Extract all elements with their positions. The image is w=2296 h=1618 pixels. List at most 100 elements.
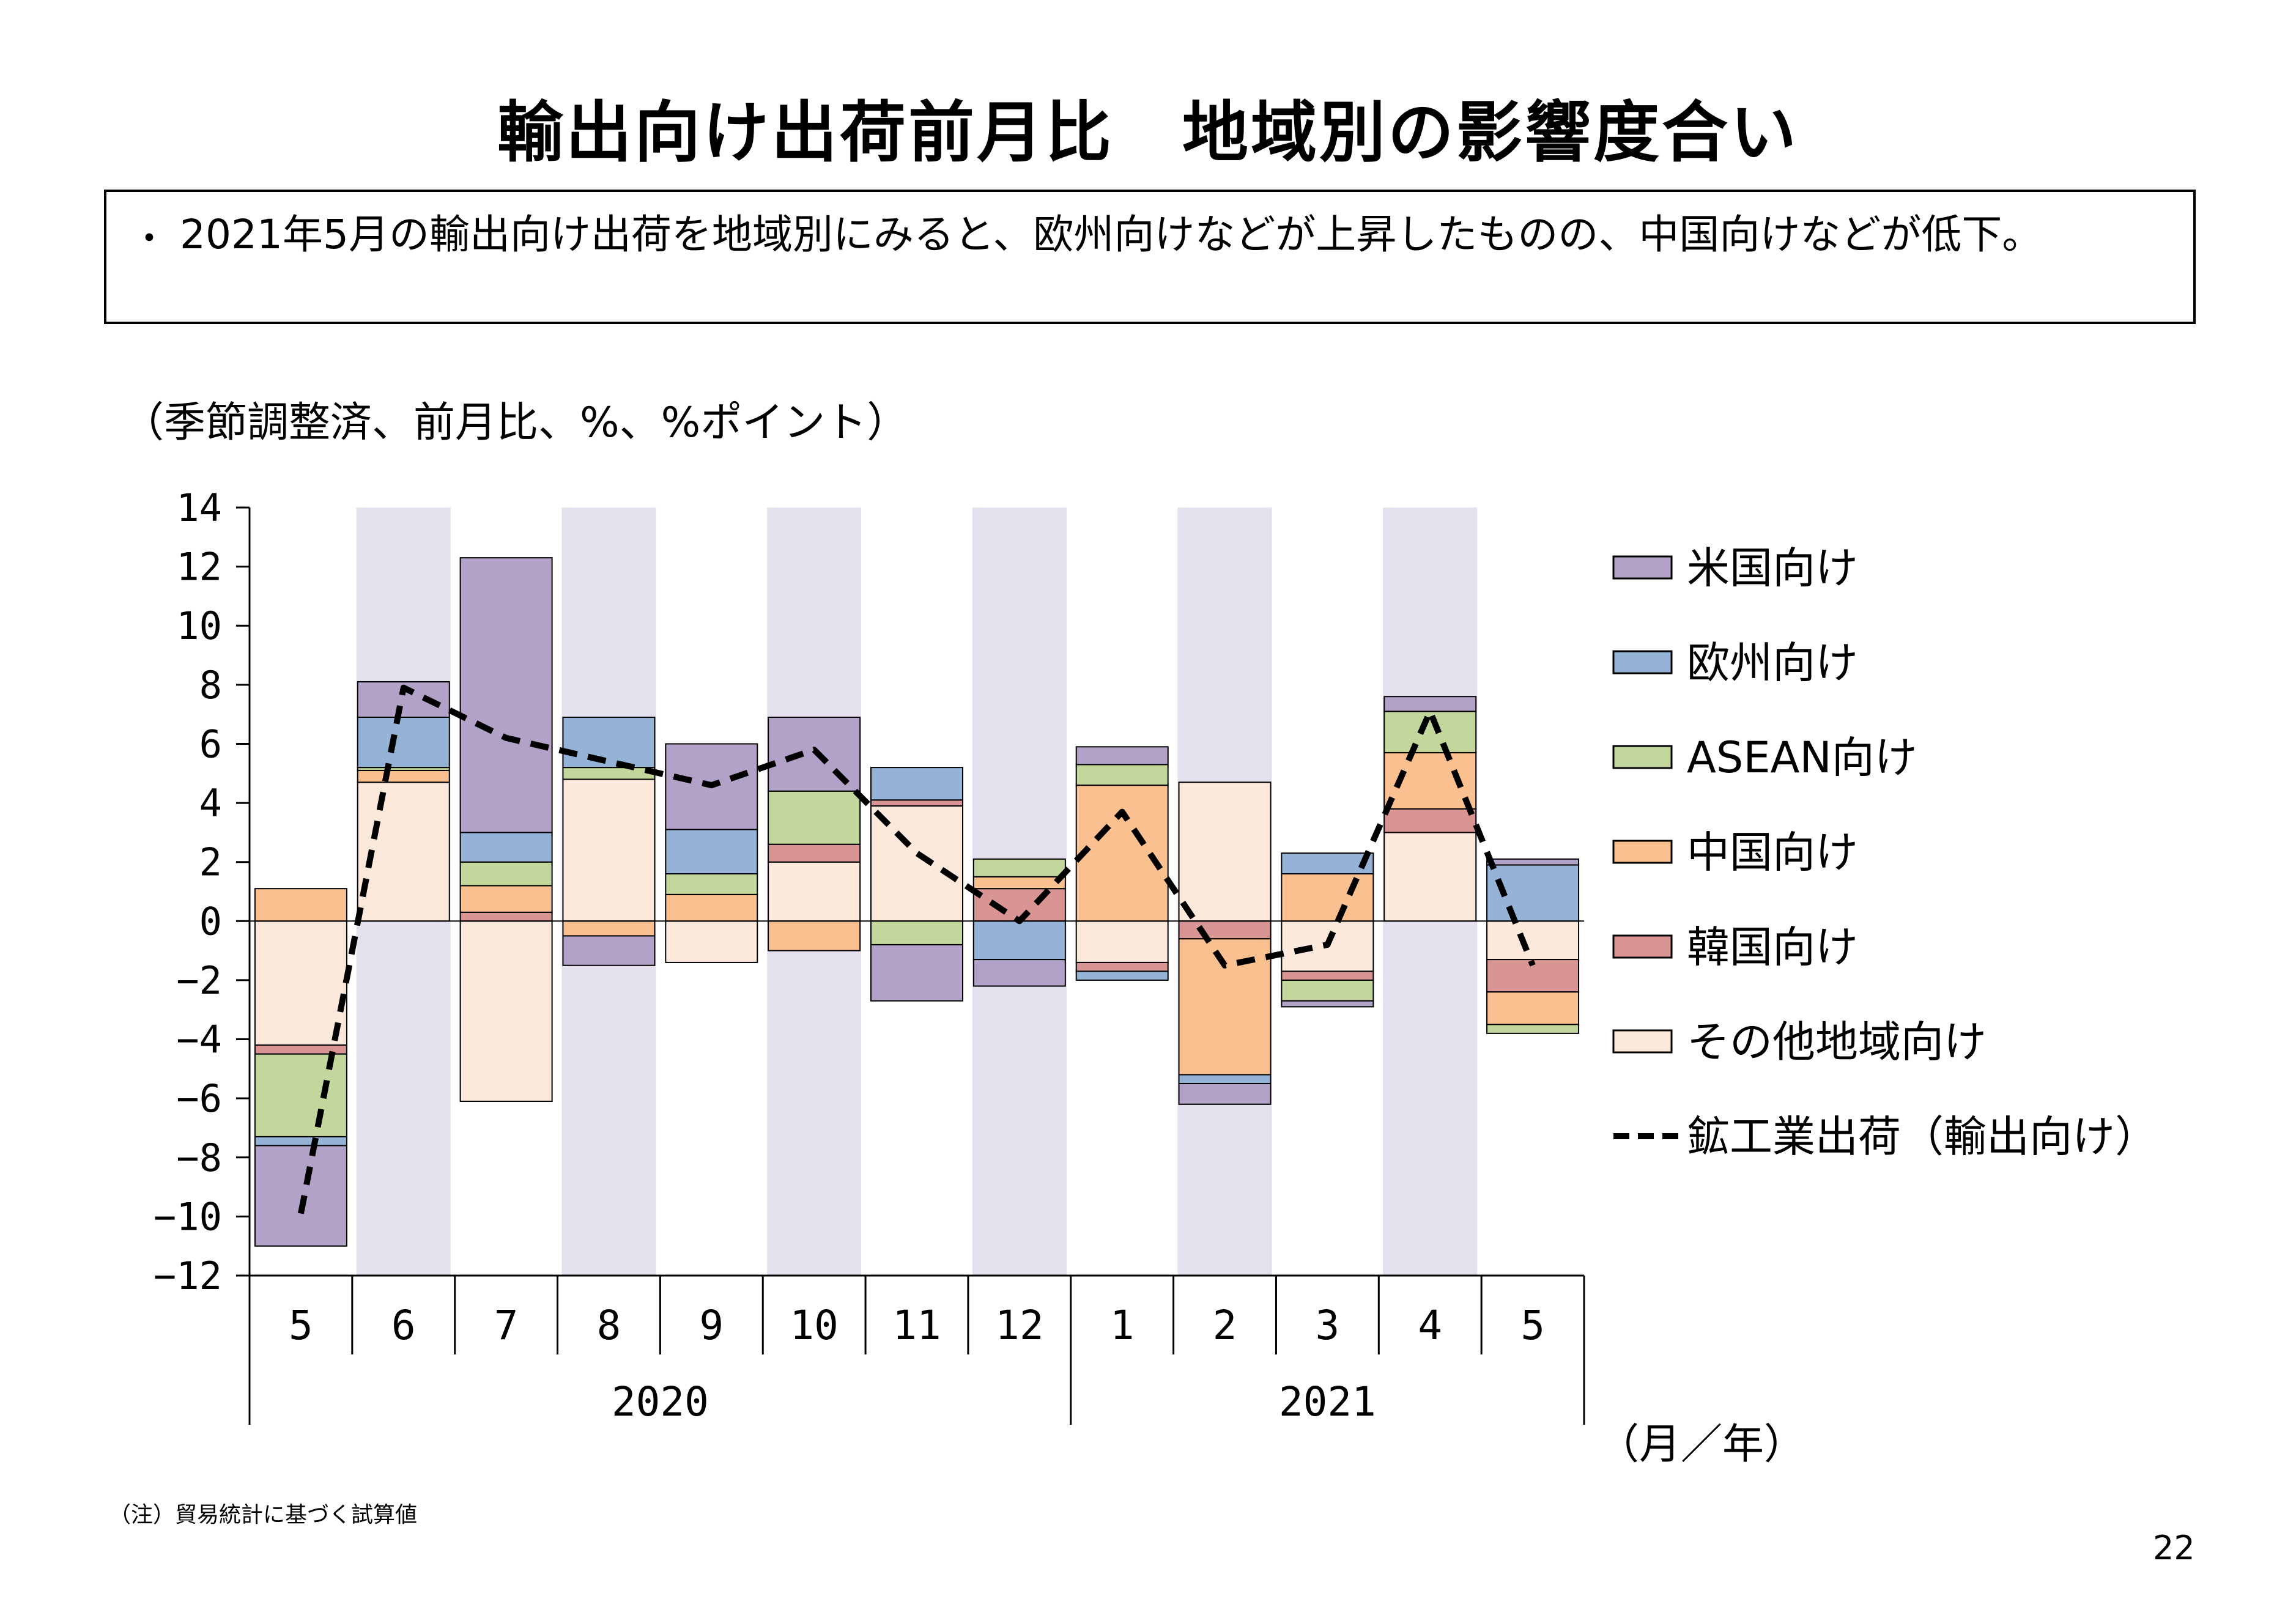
year-label: 2021 <box>1279 1378 1376 1425</box>
x-tick-label: 11 <box>892 1302 941 1349</box>
legend-label: 中国向け <box>1687 827 1858 877</box>
bar-segment <box>665 893 758 922</box>
x-tick-label: 7 <box>494 1302 519 1349</box>
bar-segment <box>562 935 656 966</box>
bar-segment <box>870 920 963 945</box>
bar-segment <box>768 920 861 951</box>
legend-label: 韓国向け <box>1687 922 1858 972</box>
bar-segment <box>459 861 553 887</box>
bar-segment <box>562 778 656 922</box>
bar-segment <box>1075 970 1169 981</box>
legend-swatch <box>1612 650 1673 674</box>
bar-segment <box>870 944 963 1002</box>
year-label: 2020 <box>612 1378 709 1425</box>
x-tick-label: 1 <box>1110 1302 1135 1349</box>
bar-segment <box>665 829 758 875</box>
x-tick-label: 2 <box>1213 1302 1237 1349</box>
y-tick-label: 2 <box>199 840 222 885</box>
y-tick-label: −12 <box>154 1254 222 1298</box>
y-tick-label: −8 <box>176 1136 222 1180</box>
bar-segment <box>459 885 553 913</box>
bar-segment <box>459 911 553 922</box>
bar-segment <box>870 799 963 807</box>
y-tick-label: 8 <box>199 663 222 707</box>
legend-swatch <box>1612 934 1673 959</box>
bar-segment <box>768 843 861 863</box>
bar-segment <box>562 767 656 780</box>
bar-segment <box>1075 920 1169 963</box>
page-title: 輸出向け出荷前月比 地域別の影響度合い <box>497 95 1799 171</box>
bar-segment <box>1281 1000 1374 1008</box>
bar-segment <box>1281 852 1374 875</box>
bar-segment <box>972 876 1066 890</box>
bar-segment <box>459 557 553 833</box>
summary-text: 2021年5月の輸出向け出荷を地域別にみると、欧州向けなどが上昇したものの、中国… <box>180 211 2043 258</box>
x-tick-label: 9 <box>699 1302 724 1349</box>
summary-bullet: ・ <box>131 218 168 260</box>
bar-segment <box>254 1136 347 1147</box>
bar-segment <box>972 858 1066 877</box>
legend-label: 鉱工業出荷（輸出向け） <box>1687 1112 2158 1162</box>
bar-segment <box>768 861 861 922</box>
bar-segment <box>870 767 963 801</box>
y-tick-label: −4 <box>176 1018 222 1062</box>
bar-segment <box>972 920 1066 961</box>
legend-label: ASEAN向け <box>1687 733 1917 783</box>
y-tick-label: 10 <box>176 604 222 648</box>
y-tick-label: 6 <box>199 722 222 766</box>
bar-segment <box>1075 746 1169 766</box>
bar-segment <box>972 959 1066 987</box>
bar-segment <box>1486 920 1580 961</box>
bar-segment <box>459 920 553 1102</box>
y-tick-label: 14 <box>176 486 222 530</box>
bar-segment <box>254 888 347 922</box>
x-axis-unit: （月／年） <box>1598 1420 1805 1469</box>
y-tick-label: −6 <box>176 1076 222 1121</box>
bar-segment <box>254 1053 347 1137</box>
page-number: 22 <box>2153 1529 2195 1567</box>
bar-segment <box>665 873 758 895</box>
bar-segment <box>1178 781 1272 922</box>
bar-segment <box>1075 961 1169 972</box>
summary-box: ・ 2021年5月の輸出向け出荷を地域別にみると、欧州向けなどが上昇したものの、… <box>104 190 2196 324</box>
x-tick-label: 12 <box>995 1302 1043 1349</box>
x-tick-label: 3 <box>1316 1302 1340 1349</box>
y-tick-label: −10 <box>154 1194 222 1239</box>
y-tick-label: −2 <box>176 958 222 1003</box>
bar-segment <box>1178 1074 1272 1084</box>
unit-note: （季節調整済、前月比、%、%ポイント） <box>122 399 909 447</box>
legend-swatch <box>1612 840 1673 864</box>
bar-segment <box>1486 991 1580 1025</box>
bar-segment <box>972 888 1066 922</box>
bar-segment <box>1281 979 1374 1002</box>
x-tick-label: 5 <box>1520 1302 1545 1349</box>
bar-segment <box>562 920 656 937</box>
legend-label: 欧州向け <box>1687 638 1858 688</box>
bar-segment <box>1075 764 1169 786</box>
bar-segment <box>1178 938 1272 1076</box>
y-tick-label: 12 <box>176 545 222 589</box>
bar-segment <box>1486 858 1580 866</box>
y-tick-label: 0 <box>199 899 222 944</box>
bar-segment <box>1383 696 1477 712</box>
bar-segment <box>254 1145 347 1247</box>
footnote: （注）貿易統計に基づく試算値 <box>109 1502 418 1527</box>
bar-segment <box>870 805 963 922</box>
x-tick-label: 8 <box>597 1302 621 1349</box>
bar-segment <box>254 920 347 1046</box>
bar-segment <box>1075 785 1169 922</box>
bar-segment <box>768 790 861 845</box>
bar-segment <box>1383 832 1477 922</box>
x-tick-label: 5 <box>289 1302 313 1349</box>
bar-segment <box>665 920 758 963</box>
legend-swatch <box>1612 745 1673 769</box>
bar-segment <box>1178 920 1272 940</box>
bar-segment <box>1383 808 1477 833</box>
bar-segment <box>1486 1024 1580 1034</box>
bar-segment <box>1178 1083 1272 1105</box>
line-series-shipments <box>298 684 1536 1214</box>
bar-segment <box>562 716 656 769</box>
legend-swatch <box>1612 1029 1673 1054</box>
x-tick-label: 6 <box>391 1302 416 1349</box>
